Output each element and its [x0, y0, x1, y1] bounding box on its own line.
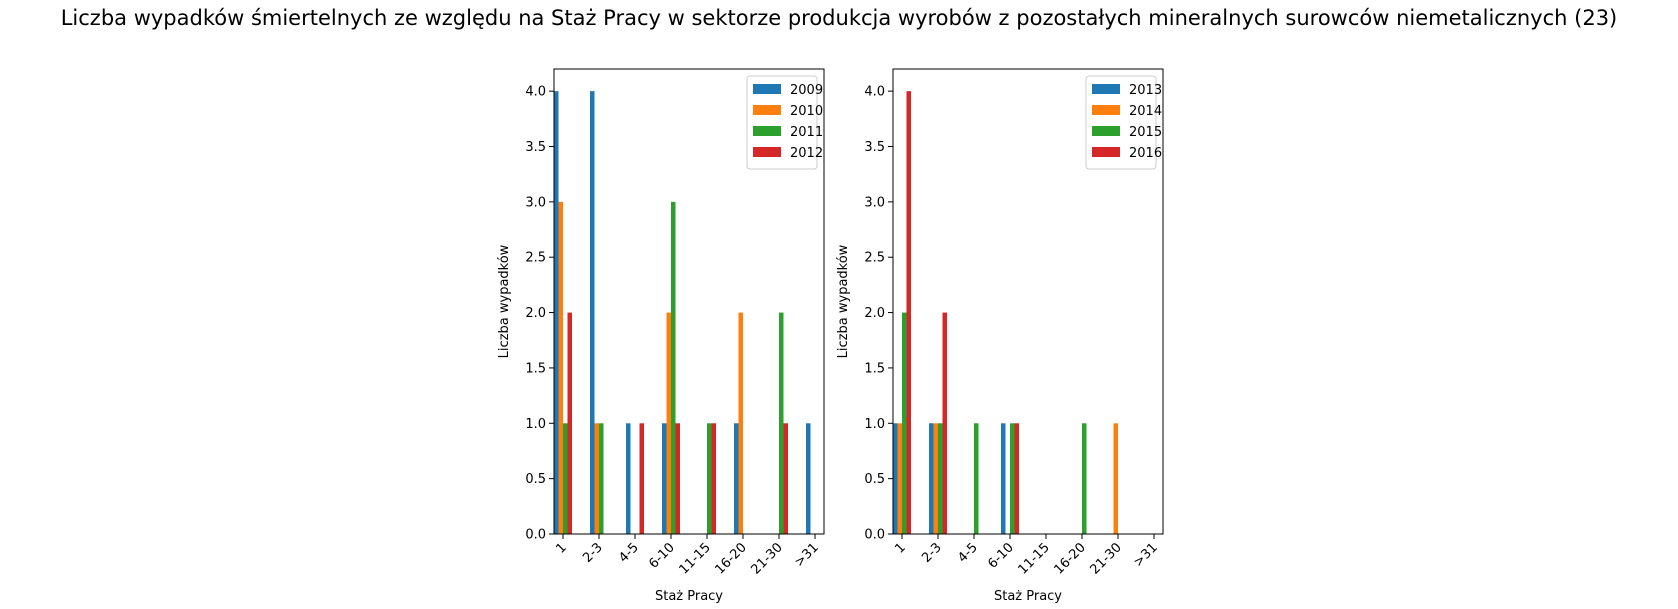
y-tick-label: 3.5 [525, 140, 546, 155]
y-tick-label: 2.0 [525, 306, 546, 321]
legend-swatch-2016 [1092, 147, 1120, 157]
legend-label-2009: 2009 [790, 83, 823, 98]
bar-2011-11-15 [707, 423, 712, 534]
bar-2015-1 [902, 312, 907, 534]
figure-title: Liczba wypadków śmiertelnych ze względu … [60, 6, 1618, 30]
bar-2009-4-5 [626, 423, 631, 534]
legend-label-2012: 2012 [790, 146, 823, 161]
bar-2010-2-3 [594, 423, 599, 534]
x-axis-label: Staż Pracy [655, 589, 723, 604]
y-tick-label: 2.5 [864, 251, 885, 266]
y-tick-label: 4.0 [864, 85, 885, 100]
y-tick-label: 1.0 [864, 417, 885, 432]
y-tick-label: 0.5 [525, 472, 546, 487]
bar-2010-6-10 [666, 312, 671, 534]
legend-swatch-2011 [753, 126, 781, 136]
legend-swatch-2014 [1092, 105, 1120, 115]
bar-2016-6-10 [1014, 423, 1019, 534]
bar-2016-1 [906, 91, 911, 534]
legend-swatch-2013 [1092, 84, 1120, 94]
y-tick-label: 2.5 [525, 251, 546, 266]
bar-2009-6-10 [662, 423, 667, 534]
legend-label-2016: 2016 [1129, 146, 1162, 161]
plot-frame [553, 68, 825, 535]
y-tick-label: 1.5 [864, 361, 885, 376]
legend-label-2013: 2013 [1129, 83, 1162, 98]
x-tick-label: 1 [892, 540, 908, 556]
legend-swatch-2015 [1092, 126, 1120, 136]
bar-2009-1 [554, 91, 559, 534]
bar-2009->31 [806, 423, 811, 534]
legend-label-2015: 2015 [1129, 125, 1162, 140]
y-tick-label: 4.0 [525, 85, 546, 100]
bar-2012-21-30 [783, 423, 788, 534]
x-tick-label: 21-30 [749, 540, 786, 577]
bar-2015-16-20 [1082, 423, 1087, 534]
x-tick-label: 16-20 [713, 540, 750, 577]
legend-swatch-2010 [753, 105, 781, 115]
bar-2013-1 [893, 423, 898, 534]
y-axis-label: Liczba wypadków [497, 244, 512, 358]
bar-2014-1 [897, 423, 902, 534]
chart-2: 0.0 0.5 1.0 1.5 2.0 2.5 3.0 3.5 4.0 1 2-3 4-5 6-1011… [836, 68, 1164, 604]
y-tick-label: 1.5 [525, 361, 546, 376]
x-tick-label: 2-3 [919, 540, 945, 566]
plot-frame [892, 68, 1164, 535]
x-tick-label: 11-15 [677, 540, 714, 577]
legend-label-2014: 2014 [1129, 104, 1162, 119]
bar-2010-16-20 [738, 312, 743, 534]
x-tick-label: 4-5 [616, 540, 642, 566]
x-axis-label: Staż Pracy [994, 589, 1062, 604]
y-tick-label: 0.5 [864, 472, 885, 487]
legend-box [1085, 75, 1157, 170]
bar-2016-2-3 [942, 312, 947, 534]
bar-2012-1 [567, 312, 572, 534]
legend: 2009 2010 2011 2012 [746, 75, 823, 170]
x-tick-label: >31 [792, 540, 822, 570]
bar-2012-6-10 [675, 423, 680, 534]
x-tick-label: 21-30 [1088, 540, 1125, 577]
legend-swatch-2012 [753, 147, 781, 157]
x-tick-label: 4-5 [955, 540, 981, 566]
legend: 2013 2014 2015 2016 [1085, 75, 1162, 170]
bar-2012-11-15 [711, 423, 716, 534]
y-tick-label: 3.0 [864, 195, 885, 210]
bar-2012-4-5 [639, 423, 644, 534]
legend-box [746, 75, 818, 170]
bar-2009-2-3 [590, 91, 595, 534]
legend-label-2011: 2011 [790, 125, 823, 140]
y-axis-label: Liczba wypadków [836, 244, 851, 358]
bar-2011-1 [563, 423, 568, 534]
bar-2013-2-3 [929, 423, 934, 534]
x-tick-label: >31 [1131, 540, 1161, 570]
y-tick-label: 3.5 [864, 140, 885, 155]
bar-2015-4-5 [974, 423, 979, 534]
legend-label-2010: 2010 [790, 104, 823, 119]
y-tick-label: 0.0 [864, 528, 885, 543]
bar-2015-6-10 [1010, 423, 1015, 534]
legend-swatch-2009 [753, 84, 781, 94]
x-tick-label: 6-10 [646, 540, 677, 571]
bar-2010-1 [558, 201, 563, 535]
bar-2014-2-3 [933, 423, 938, 534]
chart-1: 0.0 0.5 1.0 1.5 2.0 2.5 3.0 3.5 4.0 1 2-3 4-5 6-1011… [497, 68, 825, 604]
bar-2014-21-30 [1113, 423, 1118, 534]
x-tick-label: 11-15 [1016, 540, 1053, 577]
y-tick-label: 1.0 [525, 417, 546, 432]
bar-2011-6-10 [671, 201, 676, 535]
bar-2013-6-10 [1001, 423, 1006, 534]
x-tick-label: 16-20 [1052, 540, 1089, 577]
bar-2009-16-20 [734, 423, 739, 534]
bar-2015-2-3 [938, 423, 943, 534]
x-tick-label: 1 [553, 540, 569, 556]
x-tick-label: 2-3 [580, 540, 606, 566]
y-tick-label: 2.0 [864, 306, 885, 321]
y-tick-label: 3.0 [525, 195, 546, 210]
x-tick-label: 6-10 [985, 540, 1016, 571]
bar-2011-2-3 [599, 423, 604, 534]
y-tick-label: 0.0 [525, 528, 546, 543]
bar-2011-21-30 [779, 312, 784, 534]
